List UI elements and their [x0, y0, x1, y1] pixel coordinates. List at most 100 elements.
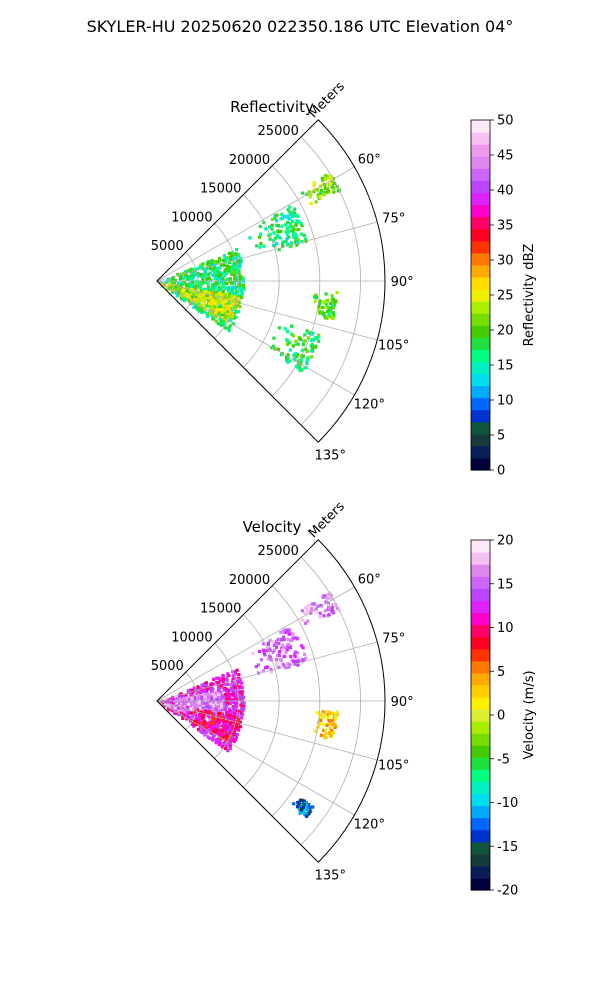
echo-cell [206, 735, 210, 739]
echo-cell [316, 188, 320, 192]
echo-cell [333, 717, 337, 721]
echo-cell [237, 300, 241, 304]
echo-cell [306, 331, 310, 335]
echo-cell [303, 339, 307, 343]
echo-cell [227, 289, 231, 293]
echo-cell [220, 323, 224, 327]
echo-cell [306, 336, 310, 340]
echo-cell [293, 234, 297, 238]
echo-cell [240, 690, 245, 694]
echo-cell [276, 224, 280, 228]
echo-cell [200, 683, 204, 687]
echo-cell [277, 641, 281, 646]
echo-cell [291, 344, 295, 348]
colorbar-segment [471, 564, 490, 577]
echo-cell [330, 711, 334, 715]
echo-cell [331, 722, 335, 726]
echo-cell [194, 301, 198, 305]
echo-cell [182, 709, 187, 713]
echo-cell [207, 260, 211, 264]
echo-cell [195, 712, 200, 716]
colorbar-tick-label: 45 [497, 149, 514, 164]
echo-cell [301, 805, 305, 809]
colorbar-segment [471, 648, 490, 662]
echo-cell [232, 299, 236, 303]
colorbar-segment [471, 829, 490, 843]
echo-cell [239, 710, 243, 714]
echo-cell [303, 237, 308, 241]
colorbar-segment [471, 373, 490, 387]
echo-cell [239, 703, 243, 707]
echo-cell [264, 666, 268, 670]
echo-cell [290, 658, 294, 662]
echo-cell [311, 331, 315, 335]
echo-cell [303, 652, 307, 656]
echo-cell [189, 277, 193, 281]
echo-cell [274, 223, 279, 227]
echo-cell [200, 308, 204, 312]
echo-cell [237, 673, 241, 677]
echo-cell [318, 196, 322, 200]
echo-cell [300, 609, 305, 613]
echo-cell [286, 637, 290, 642]
echo-cell [303, 611, 307, 615]
echo-cell [223, 292, 227, 296]
echo-cell [230, 254, 234, 258]
echo-cell [295, 219, 299, 223]
colorbar-tick-label: 50 [497, 114, 514, 129]
colorbar-segment [471, 817, 490, 831]
echo-cell [288, 644, 293, 648]
echo-cell [276, 230, 280, 234]
echo-cell [294, 339, 298, 343]
echo-cell [328, 726, 332, 730]
echo-cell [212, 300, 216, 304]
echo-cell [219, 702, 223, 707]
echo-cell [283, 223, 288, 227]
echo-cell [242, 704, 246, 708]
echo-cell [198, 723, 202, 727]
echo-cell [204, 304, 208, 308]
echo-cell [299, 369, 303, 373]
echo-cell [330, 729, 334, 733]
echo-cell [209, 278, 213, 282]
echo-cell [227, 268, 231, 273]
echo-cell [285, 338, 289, 342]
echo-cell [209, 311, 213, 315]
echo-cell [224, 272, 228, 276]
echo-cell [232, 727, 236, 731]
echo-cell [285, 628, 289, 632]
echo-cell [311, 346, 315, 350]
echo-cell [222, 681, 226, 685]
theta-tick-label: 135° [315, 868, 346, 883]
echo-cell [274, 640, 278, 644]
echo-cell [230, 307, 234, 311]
echo-cell [212, 728, 216, 732]
echo-cell [227, 265, 231, 269]
echo-cell [225, 286, 229, 290]
echo-cell [191, 290, 195, 294]
echo-cell [332, 303, 337, 307]
colorbar-segment [471, 252, 490, 266]
echo-cell [332, 190, 336, 194]
figure-title: SKYLER-HU 20250620 022350.186 UTC Elevat… [87, 17, 514, 36]
echo-cell [174, 291, 178, 295]
echo-cell [238, 720, 243, 725]
echo-cell [221, 720, 225, 724]
echo-cell [226, 264, 230, 268]
echo-cell [204, 280, 208, 284]
echo-cell [216, 689, 220, 693]
echo-cell [222, 704, 226, 708]
echo-cell [215, 723, 219, 727]
echo-cell [217, 291, 221, 295]
echo-cell [196, 685, 200, 689]
echo-cell [227, 255, 231, 259]
echo-cell [227, 728, 231, 732]
echo-cell [236, 717, 240, 721]
echo-cell [177, 291, 181, 295]
echo-cell [208, 718, 212, 722]
echo-cell [234, 256, 238, 260]
echo-cell [214, 680, 218, 684]
echo-cell [296, 651, 300, 655]
grid-spoke [156, 586, 355, 702]
echo-cell [288, 217, 292, 221]
